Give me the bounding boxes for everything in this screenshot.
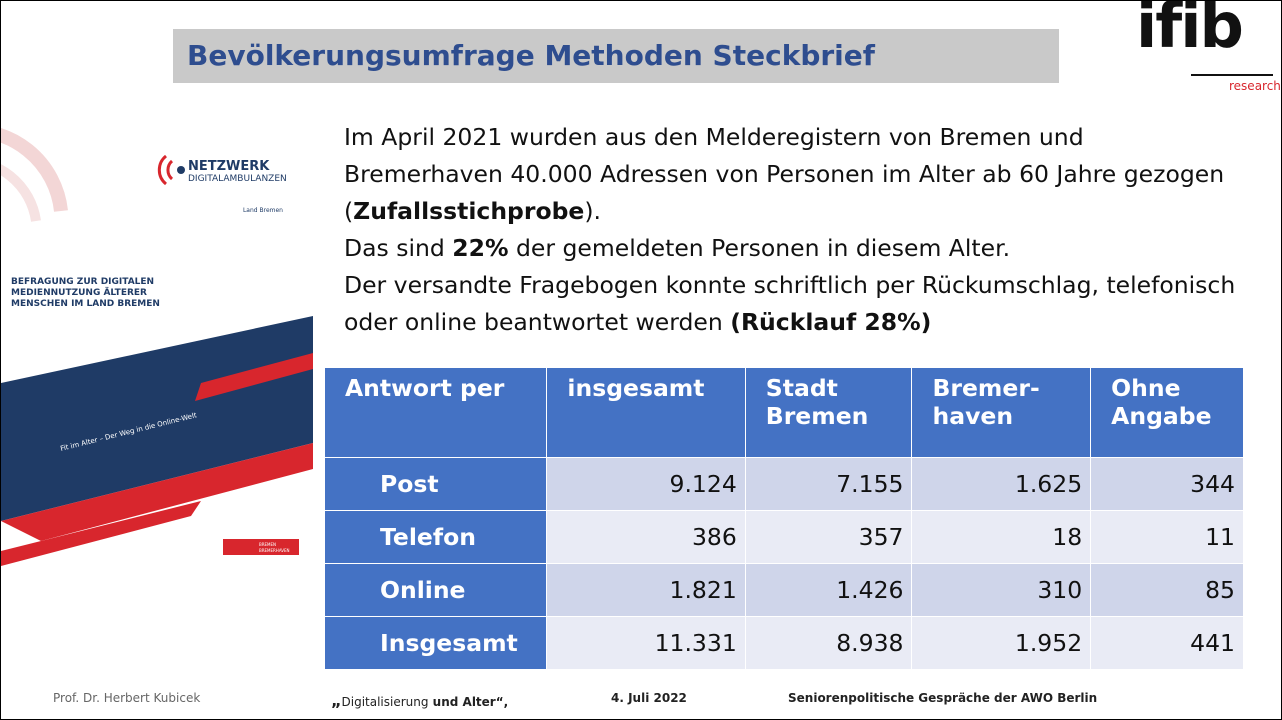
text: Digitalisierung: [342, 695, 429, 709]
brochure-region: Land Bremen: [243, 207, 283, 214]
cell: 18: [912, 511, 1091, 564]
brochure-title: BEFRAGUNG ZUR DIGITALEN: [11, 277, 154, 287]
cell: 1.625: [912, 458, 1091, 511]
header-cell: Bremer-haven: [912, 368, 1091, 458]
cell: 344: [1091, 458, 1244, 511]
header-cell: Ohne Angabe: [1091, 368, 1244, 458]
page: Bevölkerungsumfrage Methoden Steckbrief …: [0, 0, 1282, 720]
row-header: Post: [325, 458, 547, 511]
text: der gemeldeten Personen in diesem Alter.: [509, 234, 1011, 262]
cell: 85: [1091, 564, 1244, 617]
cell: 7.155: [745, 458, 912, 511]
cell: 9.124: [547, 458, 745, 511]
text: Das sind: [344, 234, 452, 262]
header-cell: Stadt Bremen: [745, 368, 912, 458]
brochure-title: MEDIENNUTZUNG ÄLTERER: [11, 287, 147, 298]
logo: ifib: [1136, 0, 1242, 62]
footer-event: „Digitalisierung und Alter“,: [331, 691, 508, 710]
brochure-title: MENSCHEN IM LAND BREMEN: [11, 299, 160, 309]
cell: 386: [547, 511, 745, 564]
footer-series: Seniorenpolitische Gespräche der AWO Ber…: [788, 691, 1097, 705]
row-header: Telefon: [325, 511, 547, 564]
text-bold: (Rücklauf 28%): [730, 308, 931, 336]
brochure-logo-sub: DIGITALAMBULANZEN: [188, 174, 287, 184]
brochure-footer: BREMERHAVEN: [259, 548, 290, 553]
text-bold: Zufallsstichprobe: [353, 197, 584, 225]
header-cell: Antwort per: [325, 368, 547, 458]
slide: Bevölkerungsumfrage Methoden Steckbrief …: [0, 0, 1282, 720]
cell: 441: [1091, 617, 1244, 670]
text-bold: 22%: [452, 234, 508, 262]
logo-sub: research: [1229, 79, 1281, 93]
slide-title: Bevölkerungsumfrage Methoden Steckbrief: [173, 29, 1059, 83]
row-header: Online: [325, 564, 547, 617]
cell: 1.426: [745, 564, 912, 617]
paragraph: Im April 2021 wurden aus den Melderegist…: [344, 119, 1244, 230]
logo-rule: [1191, 74, 1273, 76]
cell: 1.821: [547, 564, 745, 617]
cell: 8.938: [745, 617, 912, 670]
header-cell: insgesamt: [547, 368, 745, 458]
text: ).: [584, 197, 601, 225]
footer-date: 4. Juli 2022: [611, 691, 687, 705]
cell: 357: [745, 511, 912, 564]
brochure: NETZWERK DIGITALAMBULANZEN Land Bremen B…: [1, 121, 313, 593]
cell: 1.952: [912, 617, 1091, 670]
paragraph: Der versandte Fragebogen konnte schriftl…: [344, 267, 1244, 341]
cell: 11: [1091, 511, 1244, 564]
brochure-logo: NETZWERK: [188, 159, 270, 174]
cell: 310: [912, 564, 1091, 617]
text-bold: und Alter“,: [429, 695, 509, 709]
cell: 11.331: [547, 617, 745, 670]
footer-author: Prof. Dr. Herbert Kubicek: [53, 691, 200, 705]
brochure-footer: BREMEN: [259, 542, 276, 547]
row-header: Insgesamt: [325, 617, 547, 670]
paragraph: Das sind 22% der gemeldeten Personen in …: [344, 230, 1244, 267]
text-bold: „: [331, 691, 342, 710]
body-text: Im April 2021 wurden aus den Melderegist…: [344, 119, 1244, 341]
